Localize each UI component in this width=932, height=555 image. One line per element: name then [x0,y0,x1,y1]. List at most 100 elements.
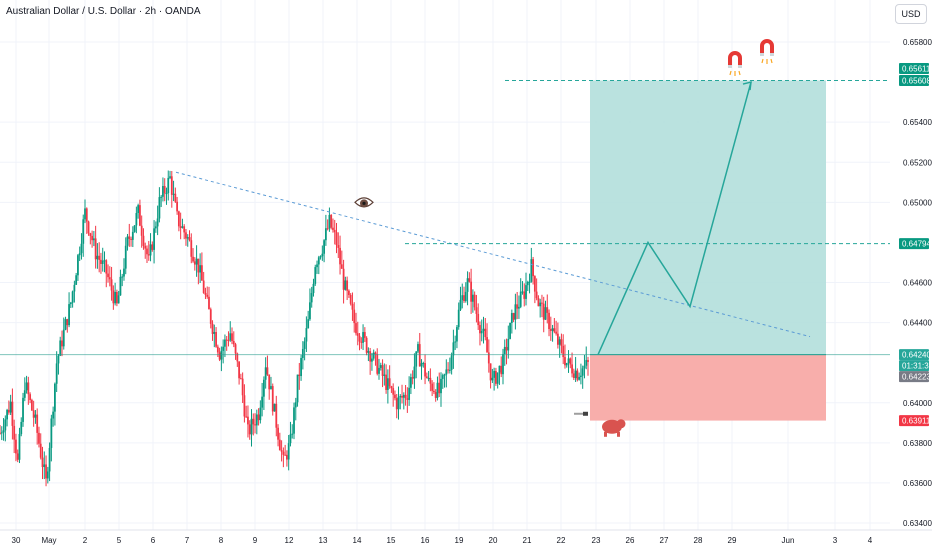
candle-body [215,332,217,347]
candle-body [280,450,283,452]
candle-body [314,267,317,284]
candle-body [337,245,340,248]
candle-body [22,397,24,422]
candle-body [431,383,434,391]
magnet-tip [770,53,774,56]
target-high-tag-bg [899,62,929,74]
candle-body [130,238,132,240]
candle-body [174,193,177,202]
candle-body [583,365,586,369]
candle-body [441,375,444,379]
hand-fist [583,411,588,416]
candle-body [475,307,478,314]
candle-body [468,278,471,282]
candle-body [239,378,242,380]
candle-body [541,302,543,304]
x-tick-label: 15 [387,536,396,545]
candle-body [119,276,122,296]
candle-body [328,214,331,229]
candle-body [480,330,483,334]
candle-body [433,390,435,393]
candle-body [516,304,519,309]
magnet-sparks [729,70,741,76]
candle-body [512,313,515,320]
candle-body [176,201,179,212]
x-tick-label: May [41,536,56,545]
candle-body [463,295,465,302]
candle-body [386,378,389,390]
candle-body [413,366,416,379]
time-axis[interactable]: 30 May 2 5 6 7 8 9 12 13 14 15 16 19 20 21 22 23 26 27 28 29 J… [0,529,932,545]
candle-body [142,235,145,246]
candle-body [569,358,572,365]
candle-body [185,232,187,239]
candle-body [137,205,140,214]
countdown-tag-bg [899,360,929,372]
candle-body [39,443,42,458]
candle-body [537,298,540,307]
candle-body [369,351,372,362]
candle-body [255,414,258,426]
candle-body [197,258,200,273]
currency-button[interactable]: USD [895,4,927,24]
magnet-tip [728,65,732,68]
candle-body [16,453,19,460]
candle-body [518,306,520,309]
candle-body [247,416,249,425]
candle-body [68,304,70,326]
candle-body [146,248,148,255]
x-tick-label: 7 [185,536,190,545]
candle-body [340,264,343,269]
candle-body [542,303,545,320]
candle-body [445,369,448,375]
candle-body [510,313,513,323]
candle-body [459,299,462,310]
candle-body [434,392,437,398]
candle-body [144,245,147,249]
y-tick-label: 0.63400 [903,519,932,528]
candle-body [231,333,233,342]
x-tick-label: 3 [833,536,838,545]
candle-body [539,302,542,307]
candle-body [108,277,111,280]
candle-body [471,294,474,302]
candle-body [581,368,584,376]
price-axis[interactable]: 0.65800 0.65400 0.65200 0.65000 0.64600 0.644… [903,38,932,528]
candle-body [48,447,51,472]
candle-body [80,243,83,254]
last-price-tag-bg [899,349,929,361]
drawing-lines [0,79,890,356]
candle-body [289,434,292,444]
candle-body [59,340,62,356]
candle-body [348,290,350,295]
candle-body [229,333,232,341]
magnet-sparks [761,58,773,64]
candle-body [101,260,104,264]
x-tick-label: 16 [421,536,430,545]
candle-body [447,369,449,371]
candle-body [505,346,508,351]
candle-body [572,373,575,379]
magnet-tip [760,53,764,56]
candle-body [530,259,533,282]
candle-body [92,238,95,241]
eye-pupil [362,201,366,205]
candle-body [495,371,497,384]
candle-body [427,377,430,379]
candle-body [549,329,552,331]
x-tick-label: 19 [455,536,464,545]
candle-body [213,332,216,334]
candle-body [220,350,223,360]
projection-path [597,81,752,355]
candle-body [578,376,581,380]
candle-body [502,354,504,375]
candle-body [317,257,320,265]
candle-body [397,397,400,410]
candle-body [227,339,230,341]
candle-body [218,352,221,360]
candle-body [418,344,421,367]
candle-body [466,278,469,292]
candle-body [523,291,526,299]
